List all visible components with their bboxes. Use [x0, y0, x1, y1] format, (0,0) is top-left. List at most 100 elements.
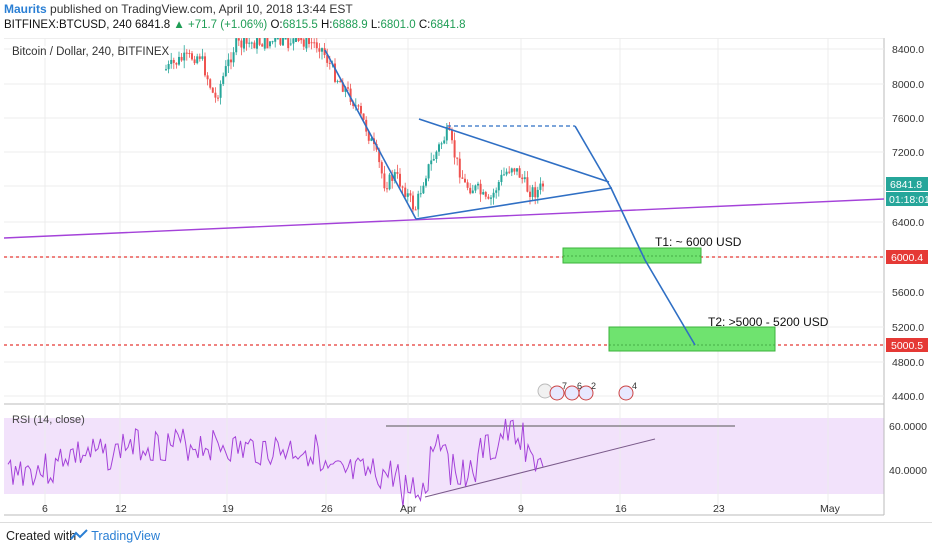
- candle-body: [315, 42, 318, 49]
- close-value: 6841.8: [430, 19, 466, 31]
- price-axis[interactable]: 8400.0 8000.0 7600.0 7200.0 6400.0 5600.…: [892, 44, 924, 403]
- price-tick: 7200.0: [892, 147, 924, 159]
- triangle-pattern[interactable]: [324, 49, 696, 346]
- candle-body: [526, 177, 529, 192]
- candle-body: [412, 195, 414, 210]
- candle-body: [393, 172, 396, 181]
- level-5000-text: 5000.5: [891, 340, 923, 352]
- price-tick: 5600.0: [892, 287, 924, 299]
- candle-body: [271, 41, 274, 43]
- flag-icon[interactable]: [549, 385, 565, 401]
- badge-count: 7: [562, 381, 567, 391]
- candle-body: [339, 80, 342, 83]
- candle-body: [445, 126, 448, 141]
- candle-body: [409, 193, 412, 196]
- candle-body: [261, 44, 264, 47]
- candle-body: [243, 38, 245, 49]
- footer: Created with TradingView: [0, 522, 932, 551]
- purple-trendline[interactable]: [4, 198, 885, 239]
- flag-icon[interactable]: [618, 385, 634, 401]
- low-value: 6801.0: [380, 19, 416, 31]
- candle-body: [523, 177, 526, 180]
- candle-body: [406, 193, 409, 197]
- price-change: ▲ +71.7 (+1.06%): [173, 19, 268, 31]
- candle-body: [180, 56, 183, 61]
- candle-body: [495, 190, 498, 193]
- candle-body: [170, 59, 173, 65]
- candle-body: [287, 38, 290, 49]
- candle-body: [237, 38, 240, 41]
- candle-body: [198, 56, 201, 59]
- author-link[interactable]: Maurits: [4, 2, 47, 16]
- time-tick: 19: [222, 503, 234, 515]
- candle-body: [492, 192, 495, 198]
- candle-body: [318, 48, 321, 52]
- price-tick: 5200.0: [892, 322, 924, 334]
- candle-body: [347, 87, 349, 89]
- candle-body: [282, 38, 284, 46]
- candle-body: [419, 193, 422, 195]
- time-axis[interactable]: 6 12 19 26 Apr 9 16 23 May: [42, 503, 841, 515]
- price-chart[interactable]: T1: ~ 6000 USD T2: >5000 - 5200 USD 7 6 …: [4, 38, 932, 520]
- candle-body: [256, 38, 258, 49]
- high-label: H:: [321, 19, 333, 31]
- candle-body: [435, 151, 438, 159]
- candle-body: [380, 162, 383, 174]
- candle-body: [201, 56, 204, 59]
- candle-body: [456, 157, 459, 159]
- candle-body: [284, 38, 287, 40]
- badge-count: 6: [577, 381, 582, 391]
- candle-body: [308, 38, 310, 44]
- rsi-support-line[interactable]: [424, 438, 656, 498]
- candle-body: [313, 42, 316, 44]
- candle-body: [474, 185, 477, 191]
- candle-body: [362, 113, 365, 120]
- tradingview-logo[interactable]: TradingView: [70, 529, 160, 543]
- time-tick: 16: [615, 503, 627, 515]
- candle-body: [438, 144, 440, 152]
- candle-body: [391, 174, 394, 181]
- time-tick: 6: [42, 503, 48, 515]
- candle-body: [461, 177, 464, 179]
- candle-body: [529, 191, 531, 197]
- candle-body: [232, 52, 235, 63]
- rsi-axis: 60.0000 40.0000: [889, 421, 927, 477]
- flag-icon[interactable]: [578, 385, 594, 401]
- candle-body: [211, 87, 214, 93]
- high-value: 6888.9: [332, 19, 368, 31]
- candle-body: [510, 168, 513, 173]
- candle-body: [240, 40, 243, 48]
- rsi-band: [4, 418, 884, 494]
- candle-body: [323, 48, 326, 55]
- time-tick: 9: [518, 503, 524, 515]
- target-box-t1[interactable]: [562, 247, 702, 264]
- candle-body: [258, 38, 261, 45]
- candle-body: [321, 48, 323, 52]
- candle-body: [500, 174, 503, 183]
- candle-body: [513, 168, 516, 172]
- candle-body: [471, 190, 474, 194]
- candle-body: [167, 64, 170, 70]
- current-price-tag: [886, 177, 928, 191]
- open-value: 6815.5: [282, 19, 318, 31]
- candle-body: [430, 160, 433, 165]
- candle-body: [217, 97, 219, 99]
- publish-text: published on TradingView.com, April 10, …: [50, 2, 353, 16]
- time-tick: 12: [115, 503, 127, 515]
- candle-body: [191, 53, 193, 60]
- price-tick: 6400.0: [892, 217, 924, 229]
- candle-body: [357, 105, 360, 107]
- badge-count: 4: [632, 381, 637, 391]
- candle-body: [386, 188, 388, 190]
- candle-body: [178, 56, 180, 65]
- candle-body: [536, 189, 539, 198]
- candle-body: [279, 38, 282, 45]
- last-price: 6841.8: [135, 19, 171, 31]
- rsi-tick: 60.0000: [889, 421, 927, 433]
- candle-body: [396, 172, 399, 174]
- tradingview-icon: [70, 529, 88, 540]
- event-badges[interactable]: 7 6 2 4: [537, 381, 637, 401]
- tradingview-brand: TradingView: [91, 529, 161, 543]
- candle-body: [175, 62, 178, 65]
- candle-body: [263, 38, 266, 49]
